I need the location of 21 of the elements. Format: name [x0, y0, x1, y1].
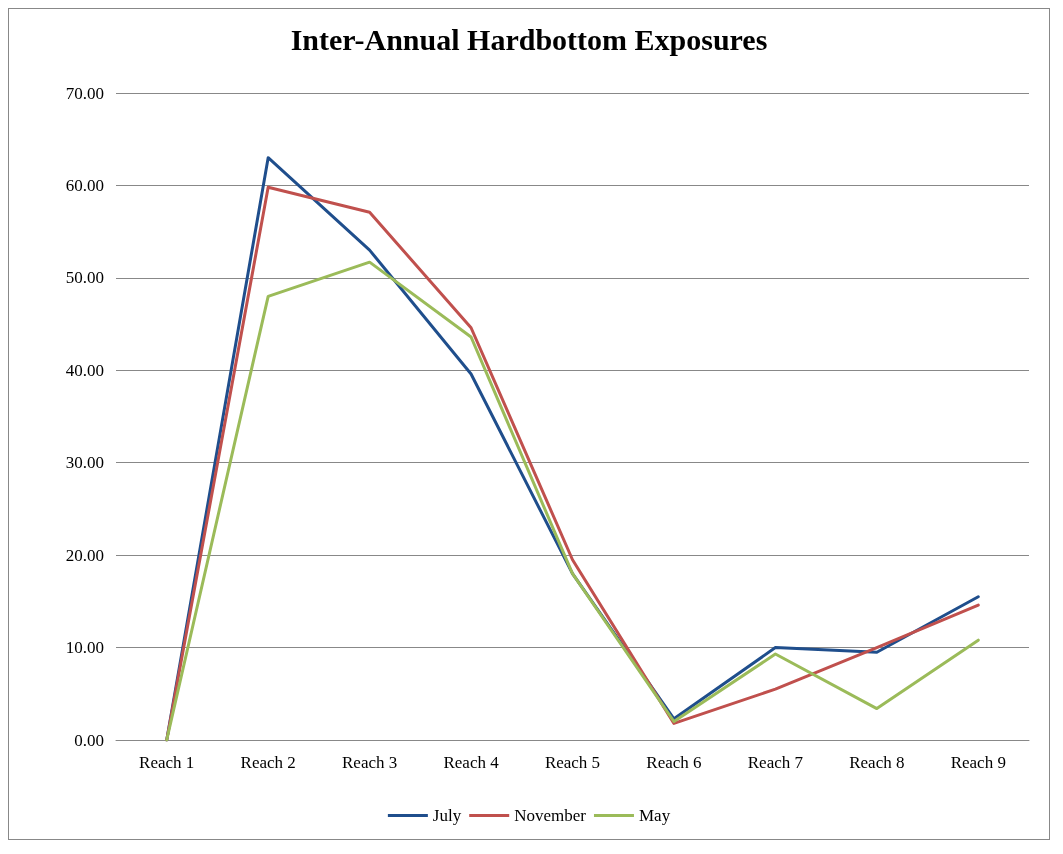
x-tick-label: Reach 7: [747, 753, 804, 772]
x-tick-label: Reach 2: [240, 753, 296, 772]
legend-label: May: [638, 806, 671, 825]
y-tick-label: 40.00: [65, 360, 104, 380]
y-tick-label: 10.00: [65, 638, 104, 658]
x-tick-label: Reach 5: [544, 753, 601, 772]
chart-title: Inter-Annual Hardbottom Exposures: [290, 22, 768, 56]
y-tick-label: 70.00: [65, 83, 104, 103]
x-tick-label: Reach 1: [139, 753, 195, 772]
y-tick-label: 0.00: [74, 730, 104, 750]
legend-label: July: [432, 806, 462, 825]
x-tick-label: Reach 8: [849, 753, 905, 772]
y-tick-label: 60.00: [65, 175, 104, 195]
y-tick-label: 30.00: [65, 453, 104, 473]
y-tick-label: 50.00: [65, 268, 104, 288]
x-tick-label: Reach 4: [443, 753, 500, 772]
y-tick-label: 20.00: [65, 545, 104, 565]
x-tick-label: Reach 3: [341, 753, 398, 772]
legend-label: November: [514, 806, 587, 825]
x-tick-label: Reach 6: [646, 753, 702, 772]
x-tick-label: Reach 9: [950, 753, 1006, 772]
